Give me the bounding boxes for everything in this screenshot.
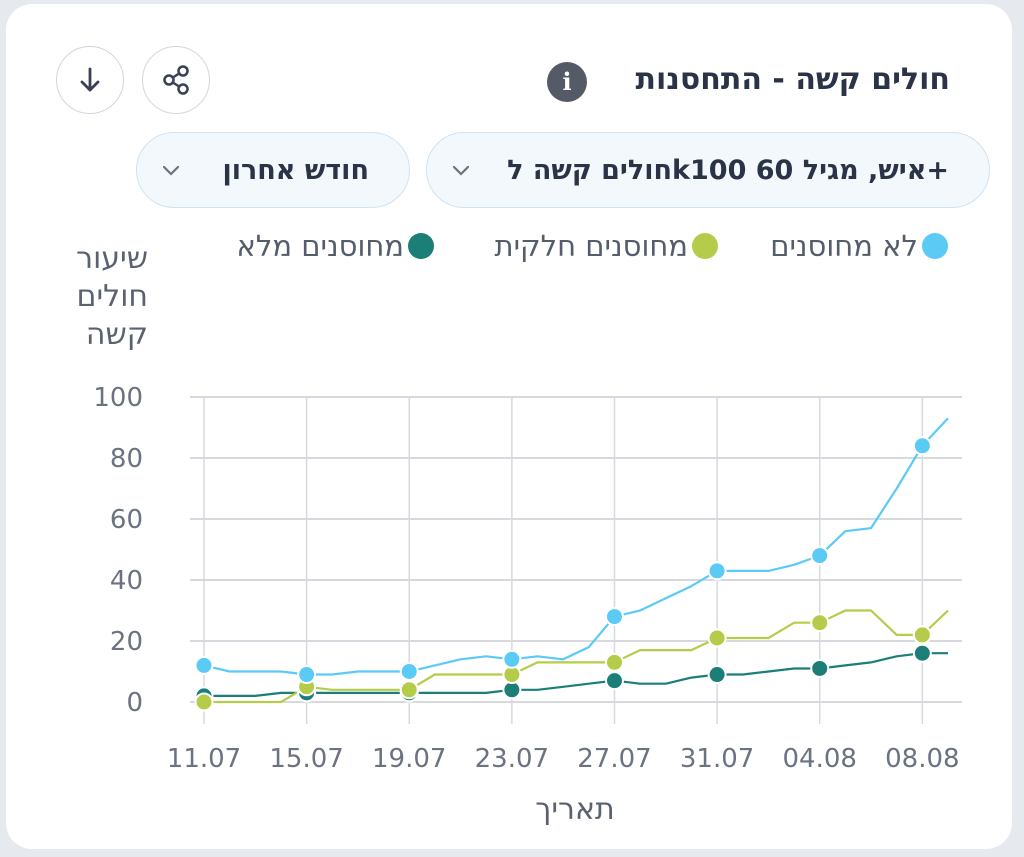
legend-label: לא מחוסנים <box>770 229 918 263</box>
data-point <box>810 613 830 633</box>
y-tick-label: 40 <box>110 566 143 596</box>
period-dropdown-label: חודש אחרון <box>222 155 369 186</box>
legend-item-partially-vaccinated[interactable]: מחוסנים חלקית <box>460 226 720 266</box>
chevron-down-icon <box>452 165 470 176</box>
legend-item-fully-vaccinated[interactable]: מחוסנים מלא <box>200 226 436 266</box>
data-point <box>912 643 932 663</box>
data-point <box>194 692 214 712</box>
x-tick-label: 31.07 <box>680 744 754 774</box>
data-point <box>707 561 727 581</box>
metric-dropdown[interactable]: חולים קשה לk100 איש, מגיל 60+ <box>426 132 990 208</box>
data-point <box>604 607 624 627</box>
data-point <box>194 655 214 675</box>
y-tick-label: 0 <box>126 688 143 718</box>
data-point <box>399 662 419 681</box>
series-line <box>203 417 949 676</box>
y-axis-label: שיעור חולים קשה <box>76 241 148 352</box>
x-tick-label: 15.07 <box>269 744 343 774</box>
chevron-down-icon <box>162 165 180 176</box>
y-tick-label: 20 <box>110 627 143 657</box>
data-point <box>810 658 830 678</box>
x-axis-label: תאריך <box>535 792 615 827</box>
x-tick-label: 27.07 <box>577 744 651 774</box>
x-tick-label: 19.07 <box>372 744 446 774</box>
legend-label: מחוסנים מלא <box>236 229 405 263</box>
data-point <box>399 680 419 700</box>
y-tick-label: 80 <box>110 444 143 474</box>
y-tick-label: 100 <box>93 383 143 413</box>
data-point <box>810 546 830 566</box>
y-tick-label: 60 <box>110 505 143 535</box>
chart-title: חולים קשה - התחסנות <box>635 62 950 97</box>
data-point <box>297 665 317 685</box>
data-point <box>707 665 727 685</box>
info-icon[interactable]: i <box>547 62 587 102</box>
data-point <box>707 628 727 648</box>
data-point <box>604 652 624 672</box>
x-tick-label: 23.07 <box>475 744 549 774</box>
legend-label: מחוסנים חלקית <box>494 229 688 263</box>
data-point <box>912 436 932 456</box>
legend-marker <box>408 233 434 259</box>
legend-item-not-vaccinated[interactable]: לא מחוסנים <box>740 226 950 266</box>
data-point <box>912 625 932 645</box>
download-arrow-icon <box>80 67 100 92</box>
share-icon <box>163 65 189 95</box>
metric-dropdown-label: חולים קשה לk100 איש, מגיל 60+ <box>507 155 949 186</box>
legend-marker <box>922 233 948 259</box>
period-dropdown[interactable]: חודש אחרון <box>136 132 410 208</box>
x-tick-label: 08.08 <box>885 744 959 774</box>
legend-marker <box>692 233 718 259</box>
x-tick-label: 04.08 <box>783 744 857 774</box>
download-button[interactable] <box>56 46 124 114</box>
share-button[interactable] <box>142 46 210 114</box>
x-tick-label: 11.07 <box>167 744 241 774</box>
data-point <box>502 649 522 669</box>
data-point <box>604 671 624 691</box>
